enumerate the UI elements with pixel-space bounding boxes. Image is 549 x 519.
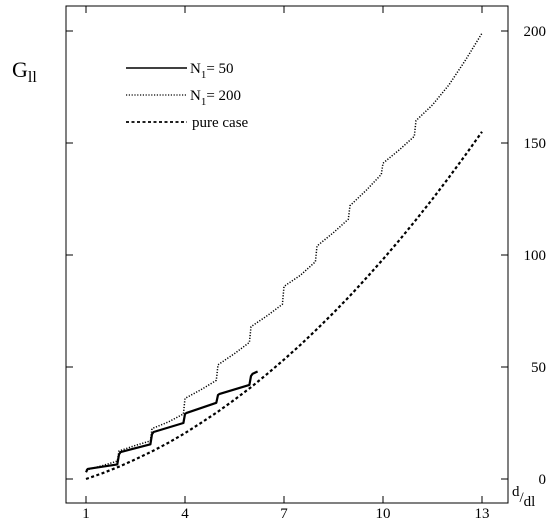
- y-tick-label: 50: [531, 360, 546, 376]
- y-tick-label: 200: [524, 24, 547, 40]
- y-tick-label: 0: [539, 472, 547, 488]
- plot-frame: [65, 5, 509, 504]
- x-tick-label: 10: [376, 506, 391, 519]
- y-tick-label: 150: [524, 136, 547, 152]
- series-lines: [85, 32, 483, 481]
- x-tick-label: 4: [181, 506, 189, 519]
- x-axis-title-slash: /: [520, 490, 525, 506]
- series-line-1: [85, 32, 483, 471]
- legend: N1= 50 N1= 200 pure case: [126, 61, 249, 131]
- legend-label-pure-case: pure case: [192, 115, 249, 131]
- x-tick-label: 1: [82, 506, 90, 519]
- series-line-0: [85, 370, 259, 473]
- y-axis-title-sub: ll: [28, 69, 37, 86]
- y-axis-title: Gll: [12, 57, 37, 86]
- y-tick-label: 100: [524, 248, 547, 264]
- x-tick-label: 7: [280, 506, 288, 519]
- x-axis-title-sub: dl: [524, 494, 536, 510]
- x-tick-label: 13: [475, 506, 490, 519]
- x-axis-title: d/dl: [512, 484, 535, 510]
- x-axis-title-main: d: [512, 484, 520, 500]
- legend-label-n1-200: N1= 200: [190, 88, 241, 108]
- legend-label-n1-50: N1= 50: [190, 61, 234, 81]
- y-axis-title-main: G: [12, 57, 28, 82]
- series-line-2: [85, 131, 483, 481]
- axis-ticks: 1 4 7 10 13 0 50 100 150 200: [66, 6, 546, 519]
